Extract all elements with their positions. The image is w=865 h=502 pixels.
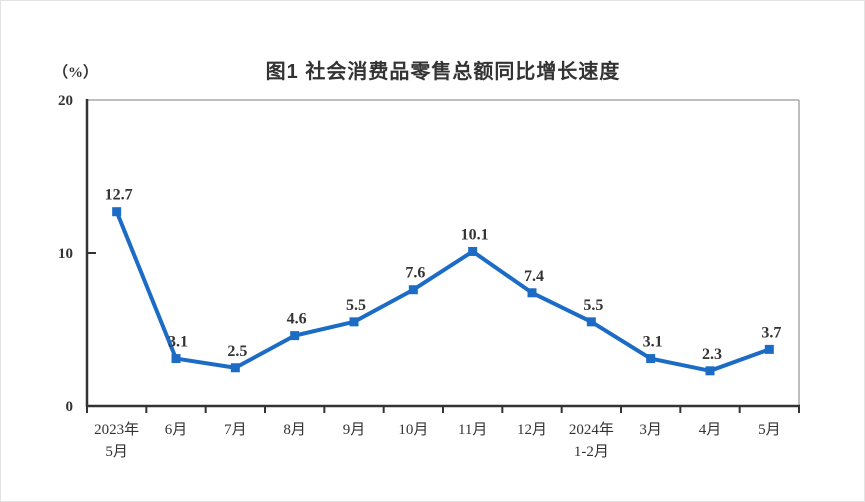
- data-point-marker: [705, 366, 715, 376]
- data-point-marker: [408, 285, 418, 295]
- y-axis-tick-label: 10: [58, 246, 73, 262]
- data-point-marker: [230, 363, 240, 373]
- data-point-marker: [527, 288, 537, 298]
- x-axis-label: 11月: [458, 422, 487, 438]
- x-axis-label: 2023年: [94, 421, 139, 438]
- x-axis-label: 3月: [639, 422, 662, 438]
- x-axis-label: 8月: [283, 422, 306, 438]
- y-axis-tick-label: 0: [66, 399, 74, 415]
- data-point-label: 3.1: [168, 334, 188, 351]
- x-axis-label: 4月: [699, 422, 722, 438]
- x-axis-label: 1-2月: [574, 444, 609, 460]
- x-axis-label: 5月: [105, 444, 128, 460]
- data-point-marker: [764, 344, 774, 354]
- data-point-label: 10.1: [461, 226, 489, 243]
- data-point-label: 5.5: [583, 297, 603, 314]
- x-axis-label: 12月: [517, 422, 547, 438]
- data-point-label: 3.1: [643, 334, 663, 351]
- data-point-marker: [112, 207, 122, 217]
- data-point-marker: [290, 331, 300, 341]
- data-point-label: 2.3: [702, 346, 722, 363]
- x-axis-label: 9月: [343, 422, 366, 438]
- x-axis-label: 2024年: [569, 421, 614, 438]
- chart-title: 图1 社会消费品零售总额同比增长速度: [265, 61, 621, 83]
- data-point-label: 5.5: [346, 297, 366, 314]
- data-point-label: 3.7: [761, 324, 781, 341]
- data-point-marker: [586, 317, 596, 327]
- data-point-label: 12.7: [105, 187, 133, 204]
- data-point-label: 7.6: [405, 265, 425, 282]
- x-axis-label: 7月: [224, 422, 247, 438]
- x-axis-label: 5月: [758, 422, 781, 438]
- data-line: [114, 209, 772, 373]
- data-point-label: 2.5: [227, 343, 247, 360]
- data-point-label: 4.6: [287, 311, 307, 328]
- data-point-marker: [171, 354, 181, 364]
- data-point-label: 7.4: [524, 268, 544, 285]
- y-axis-tick-label: 20: [58, 93, 73, 109]
- data-point-marker: [468, 246, 478, 256]
- data-point-marker: [349, 317, 359, 327]
- x-axis-label: 6月: [165, 422, 188, 438]
- data-point-marker: [646, 354, 656, 364]
- y-axis-unit-label: （%）: [53, 65, 99, 81]
- x-axis-label: 10月: [398, 422, 428, 438]
